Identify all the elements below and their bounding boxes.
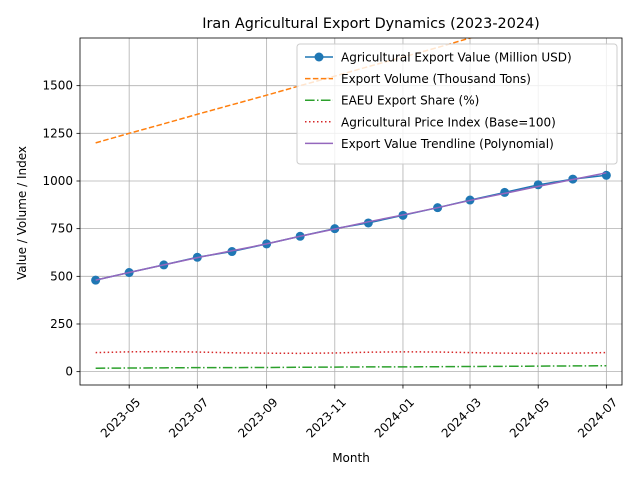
- legend-label: Export Value Trendline (Polynomial): [341, 137, 554, 151]
- legend-label: Agricultural Price Index (Base=100): [341, 115, 556, 129]
- grid: [80, 38, 622, 385]
- series-line: [95, 172, 607, 281]
- y-tick-label: 1000: [42, 174, 73, 188]
- legend: Agricultural Export Value (Million USD) E…: [296, 43, 618, 165]
- data-point: [500, 187, 510, 197]
- y-tick-label: 1500: [42, 79, 73, 93]
- y-tick-label: 0: [65, 365, 73, 379]
- legend-box: [296, 43, 618, 165]
- chart-title: Iran Agricultural Export Dynamics (2023-…: [202, 16, 540, 32]
- data-point: [533, 180, 543, 190]
- plot-frame: [79, 37, 623, 386]
- legend-label: Export Volume (Thousand Tons): [341, 72, 531, 86]
- series-lines: [91, 38, 611, 369]
- series-line: [95, 364, 607, 369]
- data-point: [91, 275, 101, 285]
- data-point: [601, 170, 611, 180]
- y-tick-label: 250: [50, 317, 73, 331]
- legend-label: Agricultural Export Value (Million USD): [341, 51, 572, 65]
- y-tick-label: 750: [50, 222, 73, 236]
- y-tick-label: 1250: [42, 126, 73, 140]
- legend-marker: [314, 52, 324, 62]
- legend-label: EAEU Export Share (%): [341, 94, 479, 108]
- x-axis-label: Month: [332, 451, 370, 465]
- series-line: [95, 350, 607, 355]
- y-tick-label: 500: [50, 269, 73, 283]
- y-axis-label: Value / Volume / Index: [15, 146, 29, 280]
